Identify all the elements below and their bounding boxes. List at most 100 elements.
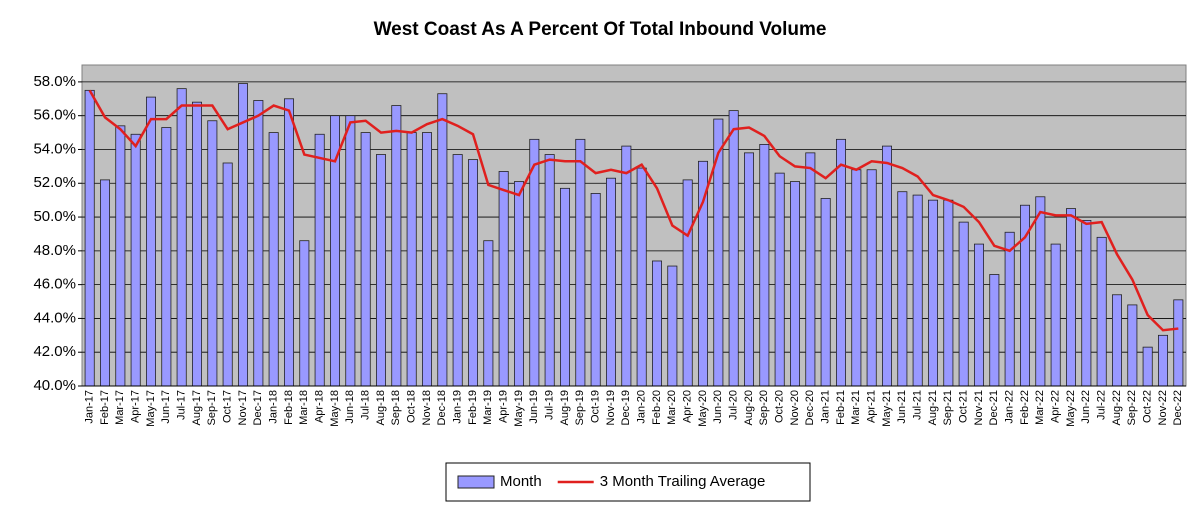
bar [1158,334,1169,387]
x-tick-label: Jul-18 [360,390,372,420]
bar [912,194,923,387]
y-tick-label: 44.0% [33,309,76,326]
bar [529,138,540,387]
bar [636,167,647,387]
bar [836,138,847,387]
x-tick-label: Dec-17 [252,390,264,425]
x-tick-label: Jun-18 [344,390,356,424]
plot-area [81,64,1187,387]
x-tick-label: Apr-19 [498,390,510,423]
x-tick-label: Apr-17 [130,390,142,423]
x-tick-label: Aug-18 [375,390,387,425]
x-tick-label: May-17 [145,390,157,427]
bar [345,115,356,387]
bar [161,127,172,387]
bar [805,152,816,387]
bar [744,152,755,387]
x-tick-label: May-22 [1065,390,1077,427]
x-tick-label: Oct-20 [774,390,786,423]
line [88,89,1179,332]
x-tick-label: Dec-19 [620,390,632,425]
bar [1035,196,1046,387]
x-tick-label: Sep-19 [574,390,586,425]
bar [1142,346,1153,387]
x-tick-label: Jul-20 [728,390,740,420]
bar [958,221,969,387]
bar [130,133,141,387]
bar [421,132,432,387]
bar [452,154,463,387]
bar [652,260,663,387]
bar [253,100,264,387]
x-tick-label: Feb-17 [99,390,111,425]
x-tick-label: Mar-20 [666,390,678,425]
x-tick-label: Jan-18 [268,390,280,424]
bar [989,274,1000,387]
x-tick-label: Jun-21 [896,390,908,424]
x-tick-label: Dec-21 [988,390,1000,425]
x-tick-label: Mar-17 [114,390,126,425]
bar [928,199,939,387]
legend-label: 3 Month Trailing Average [600,473,766,490]
x-tick-label: Sep-22 [1126,390,1138,425]
bar [207,120,218,387]
x-tick-label: Feb-22 [1019,390,1031,425]
bar [606,177,617,387]
x-tick-label: Aug-21 [927,390,939,425]
x-tick-label: Jul-17 [176,390,188,420]
x-tick-label: Mar-22 [1034,390,1046,425]
y-tick-label: 58.0% [33,73,76,90]
bar [84,89,95,387]
x-tick-label: Oct-22 [1142,390,1154,423]
bar [1050,243,1061,387]
bar [1004,231,1015,387]
x-tick-label: Jul-19 [544,390,556,420]
bar [360,132,371,387]
legend-box [445,462,811,502]
y-tick-label: 48.0% [33,242,76,259]
bar [115,125,126,387]
x-tick-label: Jun-22 [1080,390,1092,424]
bar [621,145,632,387]
y-tick-label: 56.0% [33,107,76,124]
bar [375,154,386,387]
bar [498,171,509,387]
bar [759,144,770,387]
bar [391,105,402,387]
bar [222,162,233,387]
x-tick-label: May-20 [697,390,709,427]
bar [851,169,862,387]
x-tick-label: Nov-19 [605,390,617,425]
x-tick-label: Aug-20 [743,390,755,425]
y-tick-label: 52.0% [33,174,76,191]
x-tick-label: Aug-17 [191,390,203,425]
x-tick-label: Jan-17 [84,390,96,424]
x-tick-label: Nov-21 [973,390,985,425]
bar [790,181,801,387]
x-tick-label: Feb-21 [835,390,847,425]
bar [820,198,831,387]
bar [682,179,693,387]
x-tick-label: Jan-21 [820,390,832,424]
x-tick-label: Sep-17 [206,390,218,425]
x-tick-label: Jul-21 [912,390,924,420]
x-tick-label: Oct-17 [222,390,234,423]
bar [667,265,678,387]
x-tick-label: Jun-19 [528,390,540,424]
x-tick-label: Mar-18 [298,390,310,425]
y-tick-label: 50.0% [33,208,76,225]
bar [437,93,448,387]
x-tick-label: Nov-20 [789,390,801,425]
x-tick-label: Nov-17 [237,390,249,425]
x-tick-label: Feb-20 [651,390,663,425]
bar [467,159,478,387]
x-tick-label: Nov-22 [1157,390,1169,425]
x-tick-label: Sep-18 [390,390,402,425]
x-tick-label: Oct-21 [958,390,970,423]
x-tick-label: Apr-18 [314,390,326,423]
x-tick-label: Aug-22 [1111,390,1123,425]
bar [1096,236,1107,387]
bar [268,132,279,387]
bar [1081,220,1092,387]
bar [314,133,325,387]
